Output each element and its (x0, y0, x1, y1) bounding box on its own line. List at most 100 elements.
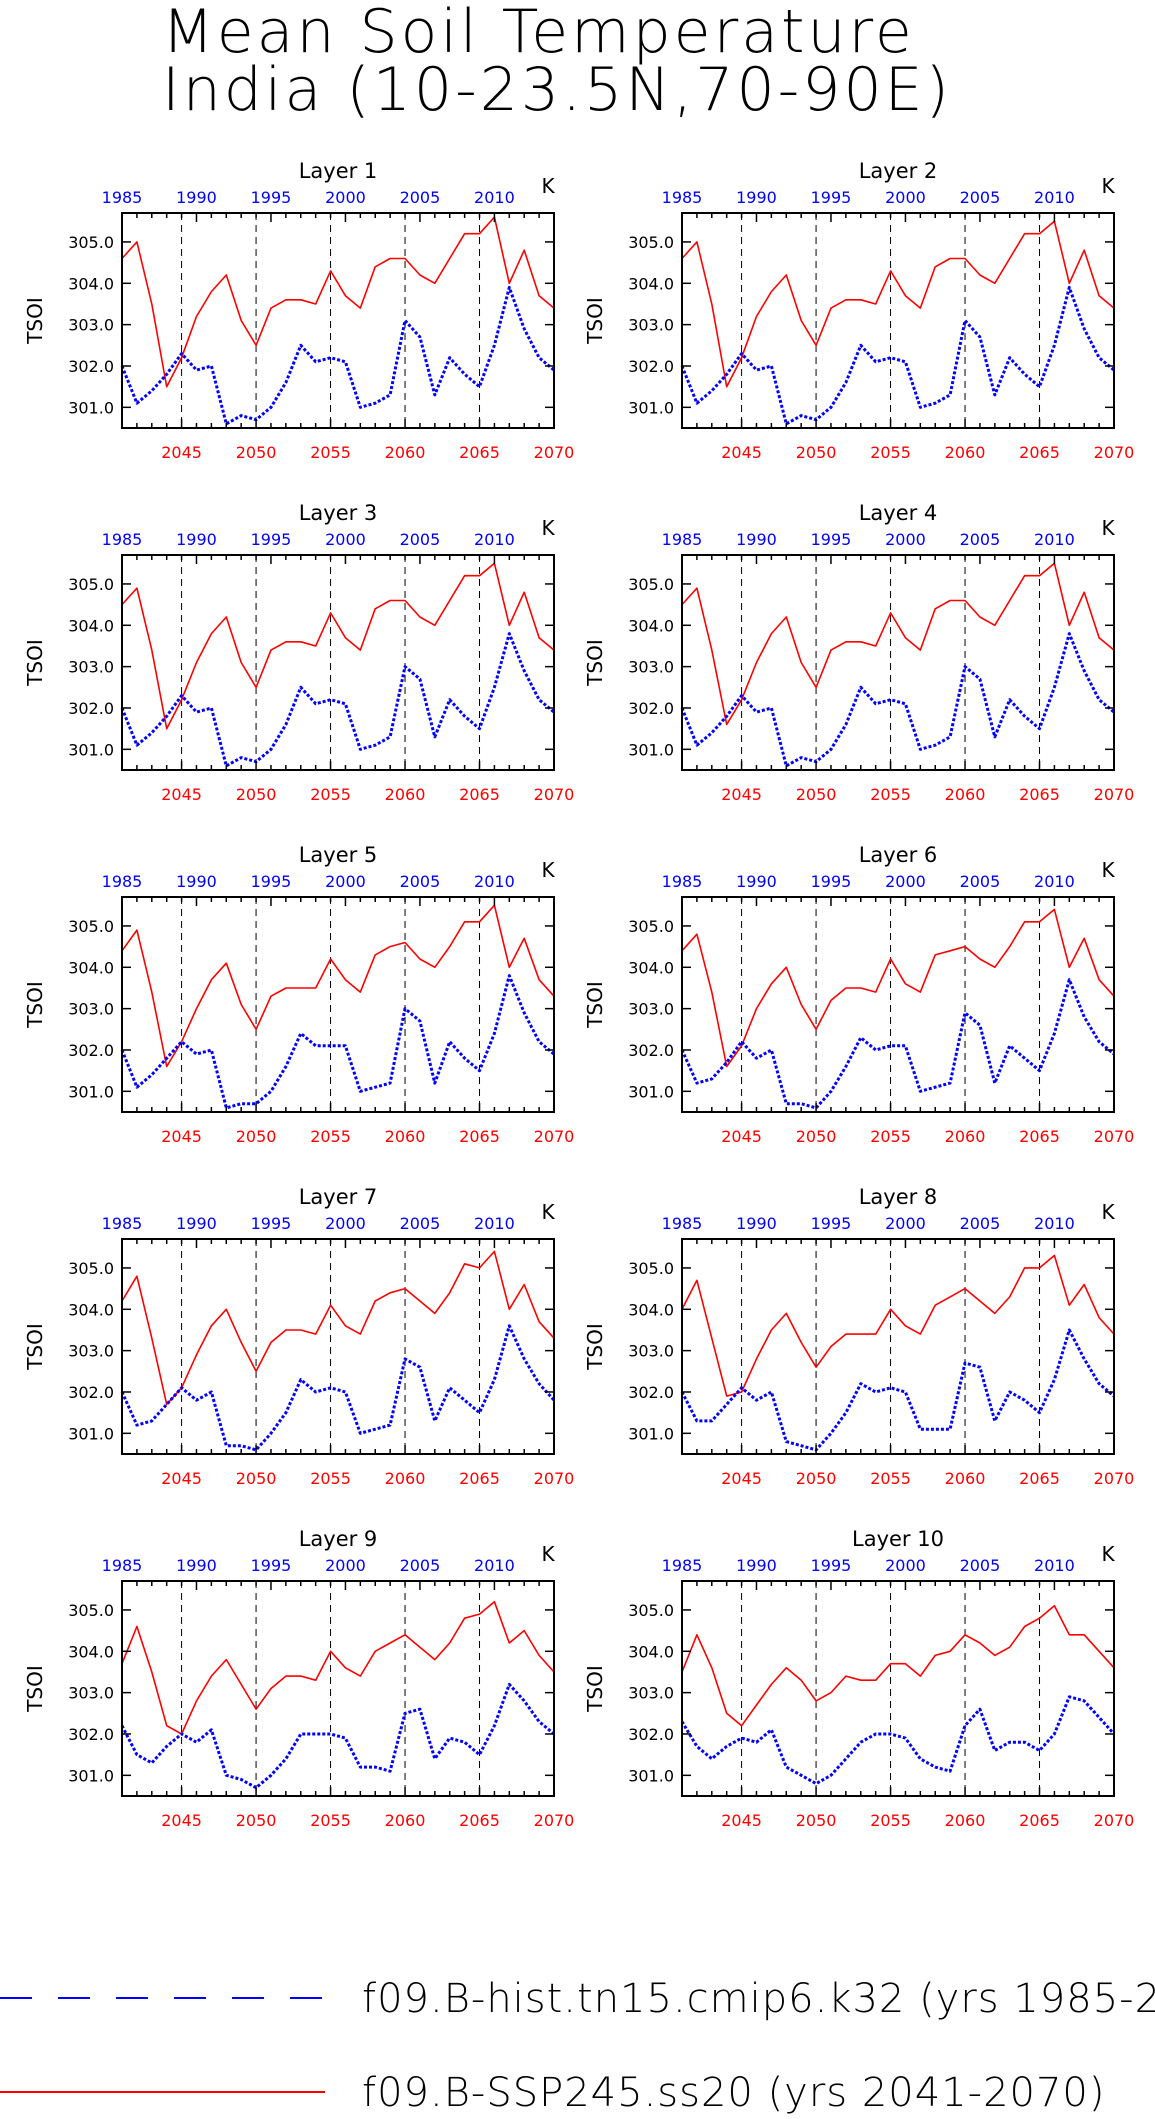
x-top-tick-label: 1995 (811, 188, 852, 207)
y-tick-label: 304.0 (628, 1642, 674, 1661)
legend-label-hist: f09.B-hist.tn15.cmip6.k32 (yrs 1985-2014… (362, 1976, 1155, 2022)
x-top-tick-label: 2000 (325, 530, 366, 549)
y-tick-label: 303.0 (628, 316, 674, 335)
x-top-tick-label: 1990 (736, 1556, 777, 1575)
series-line-ssp (121, 562, 555, 730)
x-bottom-tick-label: 2045 (721, 443, 762, 462)
x-top-tick-label: 1990 (176, 530, 217, 549)
chart-title: Layer 10 (852, 1527, 944, 1551)
x-top-tick-label: 2010 (1034, 188, 1075, 207)
x-top-tick-label: 2010 (474, 872, 515, 891)
units-label: K (1101, 858, 1115, 882)
x-bottom-tick-label: 2055 (310, 1127, 351, 1146)
x-top-tick-label: 1990 (176, 1556, 217, 1575)
x-bottom-tick-label: 2070 (1094, 443, 1135, 462)
x-bottom-tick-label: 2060 (945, 1127, 986, 1146)
x-bottom-tick-label: 2055 (310, 1469, 351, 1488)
x-bottom-tick-label: 2070 (534, 785, 575, 804)
y-tick-label: 303.0 (628, 1684, 674, 1703)
series-line-ssp (121, 1600, 555, 1735)
y-tick-label: 305.0 (628, 575, 674, 594)
series-line-ssp (681, 1254, 1115, 1397)
x-bottom-tick-label: 2045 (721, 1127, 762, 1146)
y-tick-label: 303.0 (68, 1342, 114, 1361)
x-top-tick-label: 1990 (176, 188, 217, 207)
y-tick-label: 302.0 (628, 357, 674, 376)
x-top-tick-label: 2005 (400, 1214, 441, 1233)
x-top-tick-label: 1995 (251, 188, 292, 207)
x-bottom-tick-label: 2045 (161, 1127, 202, 1146)
y-tick-label: 303.0 (68, 316, 114, 335)
y-axis-label: TSOI (583, 1323, 607, 1371)
x-bottom-tick-label: 2050 (236, 1469, 277, 1488)
x-bottom-tick-label: 2050 (796, 785, 837, 804)
x-top-tick-label: 2000 (885, 188, 926, 207)
x-top-tick-label: 2005 (400, 530, 441, 549)
plots-panel-grid: Layer 1 301.0 302.0 303.0 304.0 305.0 2045 2050… (23, 159, 1134, 1830)
chart-layer-6: Layer 6 301.0 302.0 303.0 304.0 305.0 2045 2050… (583, 843, 1134, 1146)
chart-title: Layer 6 (859, 843, 938, 867)
x-bottom-tick-label: 2050 (796, 443, 837, 462)
x-bottom-tick-label: 2065 (1019, 443, 1060, 462)
y-tick-label: 301.0 (628, 740, 674, 759)
units-label: K (1101, 1200, 1115, 1224)
x-bottom-tick-label: 2055 (870, 443, 911, 462)
chart-layer-10: Layer 10 301.0 302.0 303.0 304.0 305.0 2045 205… (583, 1527, 1134, 1830)
series-line-hist (120, 632, 555, 768)
y-tick-label: 303.0 (628, 1000, 674, 1019)
y-tick-label: 301.0 (68, 1082, 114, 1101)
chart-title: Layer 2 (859, 159, 938, 183)
x-bottom-tick-label: 2065 (1019, 1127, 1060, 1146)
x-bottom-tick-label: 2070 (534, 1811, 575, 1830)
x-top-tick-label: 1995 (251, 1214, 292, 1233)
series-line-hist (680, 632, 1115, 768)
y-tick-label: 305.0 (68, 575, 114, 594)
x-top-tick-label: 2005 (960, 872, 1001, 891)
chart-layer-9: Layer 9 301.0 302.0 303.0 304.0 305.0 2045 2050… (23, 1527, 574, 1830)
x-bottom-tick-label: 2070 (1094, 1127, 1135, 1146)
y-tick-label: 304.0 (68, 1642, 114, 1661)
x-top-tick-label: 2005 (960, 530, 1001, 549)
y-tick-label: 304.0 (628, 958, 674, 977)
x-top-tick-label: 2005 (960, 188, 1001, 207)
y-tick-label: 305.0 (628, 917, 674, 936)
chart-layer-2: Layer 2 301.0 302.0 303.0 304.0 305.0 2045 2050… (583, 159, 1134, 462)
x-top-tick-label: 1990 (176, 1214, 217, 1233)
y-tick-label: 303.0 (68, 658, 114, 677)
series-line-ssp (681, 562, 1115, 726)
x-bottom-tick-label: 2045 (721, 1469, 762, 1488)
x-bottom-tick-label: 2050 (236, 785, 277, 804)
y-tick-label: 302.0 (68, 699, 114, 718)
units-label: K (1101, 1542, 1115, 1566)
x-top-tick-label: 2000 (885, 530, 926, 549)
x-bottom-tick-label: 2055 (870, 1811, 911, 1830)
y-axis-label: TSOI (23, 1665, 47, 1713)
x-top-tick-label: 1995 (811, 530, 852, 549)
plot-frame (681, 1580, 1115, 1797)
x-top-tick-label: 2000 (885, 1214, 926, 1233)
x-top-tick-label: 2000 (885, 872, 926, 891)
chart-title: Layer 3 (299, 501, 378, 525)
legend-label-ssp: f09.B-SSP245.ss20 (yrs 2041-2070) (362, 2070, 1106, 2116)
x-top-tick-label: 1990 (736, 188, 777, 207)
x-bottom-tick-label: 2055 (870, 785, 911, 804)
series-line-hist (680, 978, 1115, 1110)
plot-frame (681, 554, 1115, 771)
x-bottom-tick-label: 2065 (459, 443, 500, 462)
x-bottom-tick-label: 2045 (161, 1811, 202, 1830)
x-bottom-tick-label: 2070 (534, 1469, 575, 1488)
x-bottom-tick-label: 2050 (796, 1469, 837, 1488)
x-bottom-tick-label: 2060 (945, 443, 986, 462)
y-tick-label: 301.0 (628, 1424, 674, 1443)
x-bottom-tick-label: 2070 (534, 1127, 575, 1146)
x-bottom-tick-label: 2045 (161, 1469, 202, 1488)
y-tick-label: 303.0 (628, 658, 674, 677)
y-tick-label: 303.0 (68, 1684, 114, 1703)
series-line-hist (120, 974, 555, 1110)
y-tick-label: 305.0 (68, 917, 114, 936)
y-tick-label: 304.0 (68, 616, 114, 635)
chart-layer-3: Layer 3 301.0 302.0 303.0 304.0 305.0 2045 2050… (23, 501, 574, 804)
y-tick-label: 302.0 (628, 699, 674, 718)
y-tick-label: 302.0 (68, 1041, 114, 1060)
chart-layer-7: Layer 7 301.0 302.0 303.0 304.0 305.0 2045 2050… (23, 1185, 574, 1488)
